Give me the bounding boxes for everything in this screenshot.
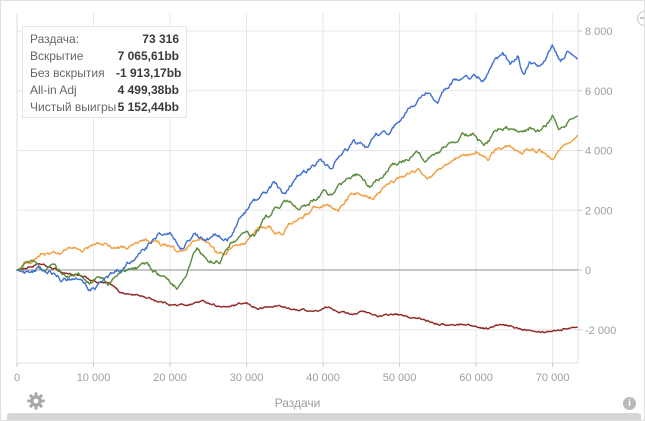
legend-label: All-in Adj	[30, 82, 77, 97]
series-line-nonshowdown	[16, 262, 578, 334]
x-tick-label: 20 000	[153, 372, 187, 384]
y-tick-label: -2 000	[585, 325, 616, 337]
series-line-allin-adj	[16, 134, 578, 271]
y-tick-label: 8 000	[585, 26, 613, 38]
legend-label: Раздача:	[30, 31, 80, 46]
legend-value: 5 152,44bb	[117, 99, 179, 114]
y-tick-label: 0	[585, 265, 591, 277]
gear-icon[interactable]	[27, 392, 45, 410]
x-tick-label: 30 000	[230, 372, 264, 384]
stats-legend: Раздача: 73 316 Вскрытие 7 065,61bb Без …	[22, 26, 187, 118]
circle-minus-icon[interactable]	[637, 11, 644, 26]
info-icon[interactable]: i	[623, 397, 636, 410]
legend-label: Вскрытие	[30, 48, 84, 63]
x-tick-label: 50 000	[383, 372, 417, 384]
legend-row-hands: Раздача: 73 316	[23, 30, 186, 47]
y-tick-label: 6 000	[585, 86, 613, 98]
x-tick-label: 10 000	[77, 372, 111, 384]
legend-row-showdown: Вскрытие 7 065,61bb	[23, 47, 186, 64]
x-tick-label: 40 000	[306, 372, 340, 384]
series-line-showdown	[16, 44, 578, 292]
y-tick-label: 4 000	[585, 146, 613, 158]
legend-value: 4 499,38bb	[117, 82, 179, 97]
x-tick-label: 60 000	[459, 372, 493, 384]
x-axis-labels: 0 10 000 20 000 30 000 40 000 50 000 60 000 70 …	[14, 372, 570, 384]
x-axis-title: Раздачи	[274, 396, 321, 410]
x-tick-label: 0	[14, 372, 20, 384]
tick-marks	[16, 30, 582, 367]
legend-row-allin-adj: All-in Adj 4 499,38bb	[23, 81, 186, 98]
legend-value: 7 065,61bb	[117, 48, 179, 63]
plot-border	[16, 13, 579, 364]
y-axis-labels: -2 000 0 2 000 4 000 6 000 8 000	[585, 26, 616, 337]
legend-value: 73 316	[142, 31, 179, 46]
y-tick-label: 2 000	[585, 205, 613, 217]
legend-label: Без вскрытия	[30, 65, 105, 80]
legend-label: Чистый выигрыш	[30, 99, 116, 114]
legend-value: -1 913,17bb	[116, 65, 182, 80]
horizontal-scrollbar[interactable]	[7, 413, 641, 420]
legend-row-nonshowdown: Без вскрытия -1 913,17bb	[23, 64, 186, 81]
x-tick-label: 70 000	[536, 372, 570, 384]
series-line-net	[16, 114, 578, 290]
legend-row-net: Чистый выигрыш 5 152,44bb	[23, 98, 186, 115]
